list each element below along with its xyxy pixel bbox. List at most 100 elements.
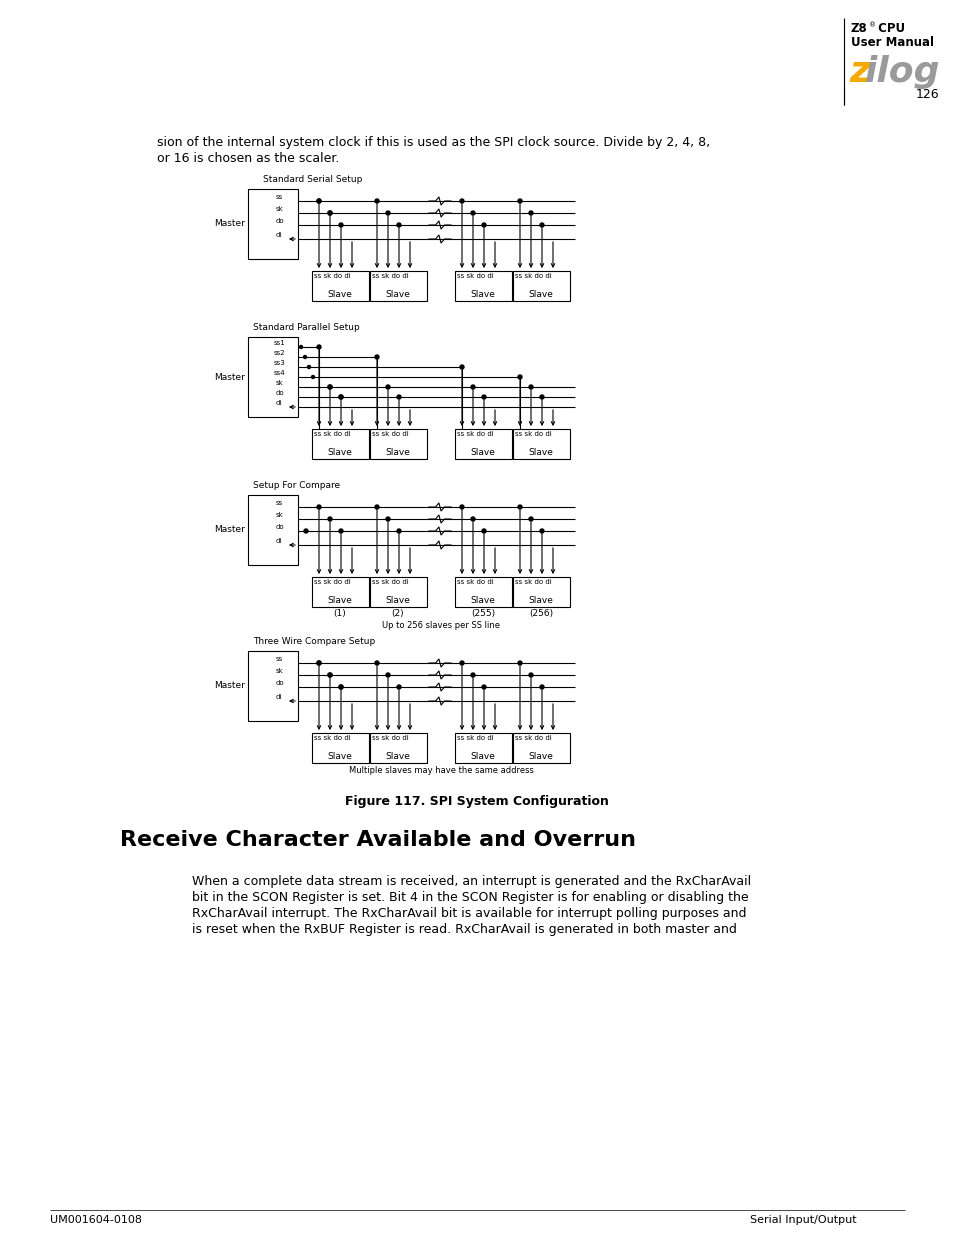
Circle shape [375,354,378,359]
Bar [248,651,297,721]
Circle shape [328,211,332,215]
Circle shape [375,199,378,203]
Bar [248,189,297,259]
Text: di: di [275,538,282,543]
Bar [455,734,512,763]
Circle shape [529,385,533,389]
Text: sk: sk [275,513,283,517]
Text: di: di [275,694,282,700]
Text: or 16 is chosen as the scaler.: or 16 is chosen as the scaler. [157,152,339,165]
Circle shape [396,685,400,689]
Circle shape [316,505,320,509]
Circle shape [396,395,400,399]
Text: (2): (2) [392,609,404,618]
Text: di: di [275,232,282,238]
Circle shape [471,673,475,677]
Circle shape [299,346,302,348]
Circle shape [529,211,533,215]
Text: Slave: Slave [470,448,495,457]
Circle shape [316,345,320,350]
Circle shape [386,673,390,677]
Text: Slave: Slave [327,290,352,299]
Text: ss sk do di: ss sk do di [372,431,408,437]
Text: ®: ® [868,22,875,28]
Text: Slave: Slave [327,597,352,605]
Circle shape [517,505,521,509]
Text: Slave: Slave [528,290,553,299]
Text: (256): (256) [528,609,553,618]
Text: z: z [848,56,869,89]
Bar [455,429,512,459]
Circle shape [459,366,463,369]
Circle shape [459,505,463,509]
Circle shape [338,395,343,399]
Text: Master: Master [213,526,245,535]
Bar [455,270,512,301]
Circle shape [316,661,320,664]
Circle shape [386,385,390,389]
Circle shape [338,685,343,689]
Text: Slave: Slave [385,448,410,457]
Circle shape [481,224,485,227]
Circle shape [307,366,310,368]
Text: Slave: Slave [327,752,352,761]
Circle shape [471,385,475,389]
Text: ss sk do di: ss sk do di [314,273,351,279]
Text: ss2: ss2 [274,350,285,356]
Circle shape [338,224,343,227]
Bar [248,337,297,417]
Text: RxCharAvail interrupt. The RxCharAvail bit is available for interrupt polling pu: RxCharAvail interrupt. The RxCharAvail b… [192,906,745,920]
Text: 126: 126 [915,88,939,101]
Circle shape [539,224,543,227]
Circle shape [517,375,521,379]
Circle shape [529,673,533,677]
Bar [513,270,569,301]
Circle shape [316,199,320,203]
Bar [513,429,569,459]
Circle shape [459,661,463,664]
Text: ss1: ss1 [274,340,286,346]
Circle shape [529,517,533,521]
Text: (1): (1) [334,609,346,618]
Circle shape [328,673,332,677]
Text: Slave: Slave [470,752,495,761]
Text: Slave: Slave [528,752,553,761]
Bar [248,495,297,564]
Bar [513,734,569,763]
Bar [370,429,427,459]
Text: CPU: CPU [873,22,904,35]
Bar [312,429,369,459]
Text: Multiple slaves may have the same address: Multiple slaves may have the same addres… [348,766,533,776]
Circle shape [396,529,400,534]
Text: ss sk do di: ss sk do di [314,735,351,741]
Circle shape [312,375,314,378]
Text: bit in the SCON Register is set. Bit 4 in the SCON Register is for enabling or d: bit in the SCON Register is set. Bit 4 i… [192,890,748,904]
Text: Master: Master [213,220,245,228]
Text: ss4: ss4 [274,370,285,375]
Text: Up to 256 slaves per SS line: Up to 256 slaves per SS line [381,621,499,630]
Text: Slave: Slave [327,448,352,457]
Text: Standard Serial Setup: Standard Serial Setup [263,175,362,184]
Text: Slave: Slave [385,597,410,605]
Circle shape [328,673,332,677]
Text: do: do [275,524,284,530]
Text: ss sk do di: ss sk do di [314,431,351,437]
Text: is reset when the RxBUF Register is read. RxCharAvail is generated in both maste: is reset when the RxBUF Register is read… [192,923,736,936]
Text: ss sk do di: ss sk do di [372,735,408,741]
Text: di: di [275,400,282,406]
Text: Slave: Slave [528,597,553,605]
Circle shape [517,199,521,203]
Text: Figure 117. SPI System Configuration: Figure 117. SPI System Configuration [345,795,608,808]
Text: Standard Parallel Setup: Standard Parallel Setup [253,324,359,332]
Text: ss sk do di: ss sk do di [372,579,408,585]
Circle shape [539,529,543,534]
Text: Slave: Slave [470,597,495,605]
Circle shape [328,385,332,389]
Text: ilog: ilog [864,56,940,89]
Circle shape [539,685,543,689]
Circle shape [338,685,343,689]
Bar [312,270,369,301]
Text: do: do [275,390,284,396]
Text: ss sk do di: ss sk do di [515,431,551,437]
Bar [312,734,369,763]
